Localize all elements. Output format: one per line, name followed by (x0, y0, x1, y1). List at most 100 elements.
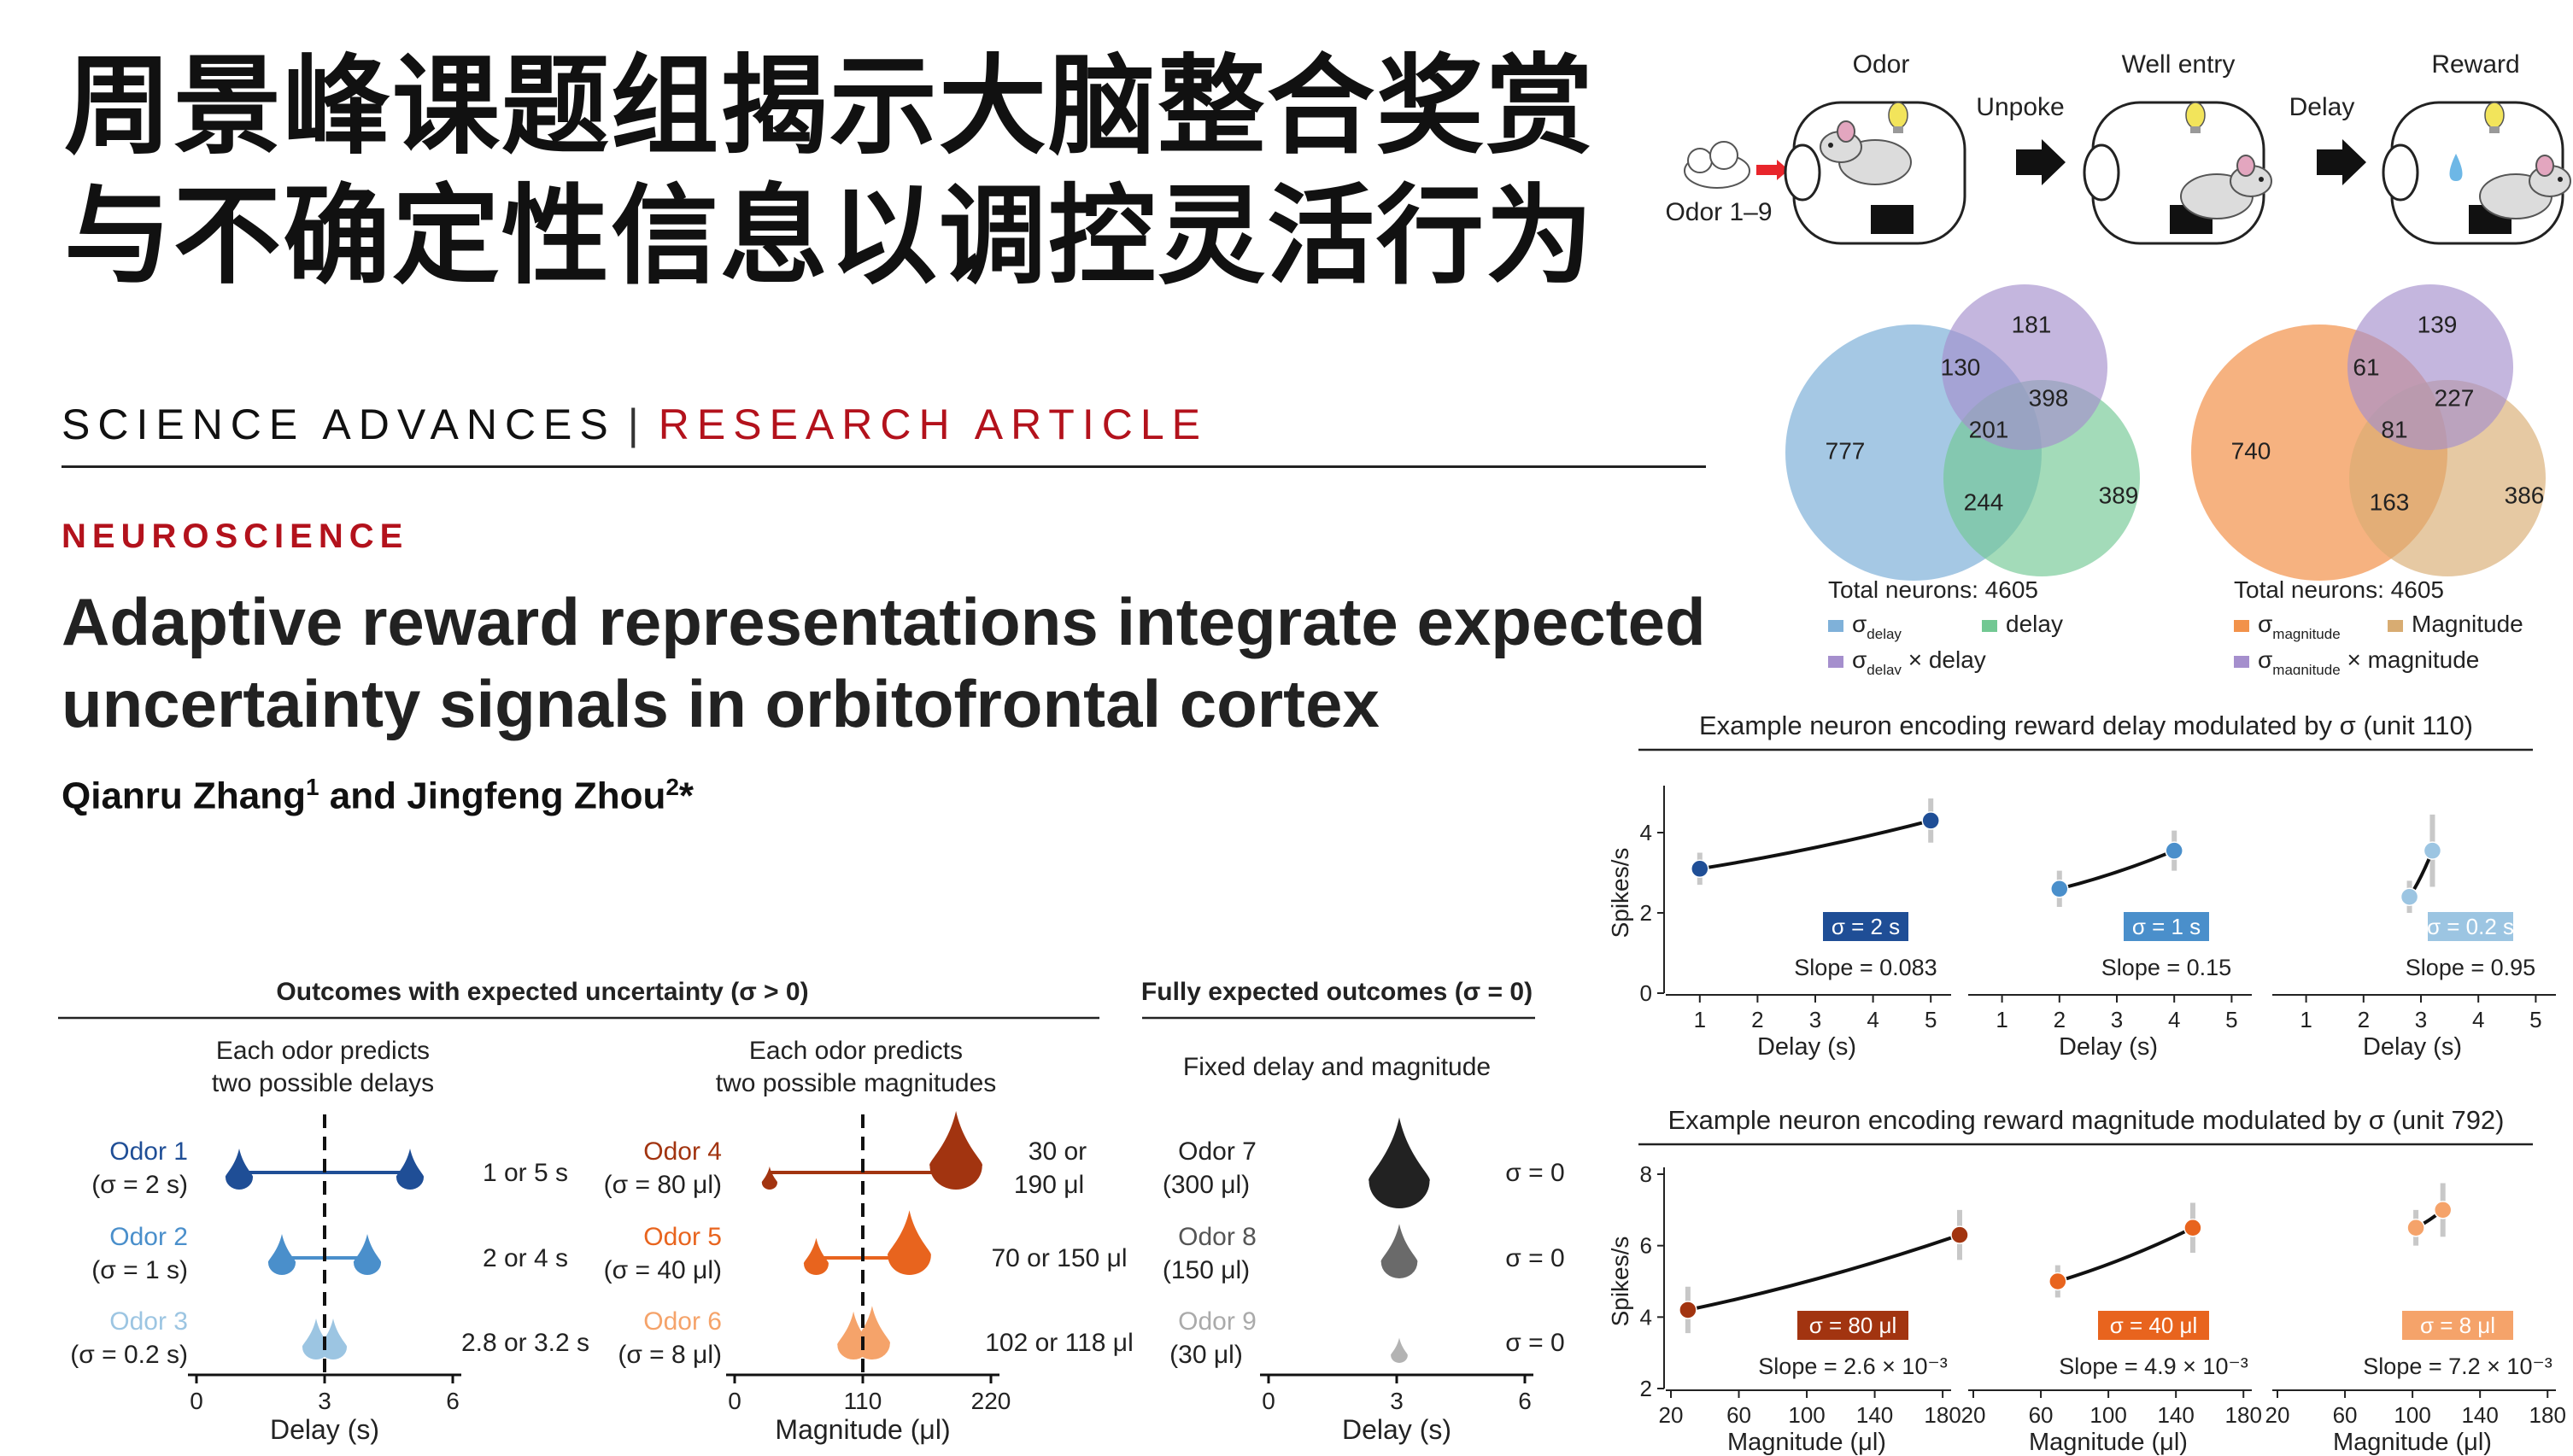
chart-point (2165, 841, 2183, 860)
venn-count-ab: 244 (1964, 488, 2004, 515)
fixed-axis-label: Delay (s) (1342, 1414, 1451, 1445)
fixed-axis-tick-label: 0 (1262, 1388, 1275, 1414)
article-title-line-2: uncertainty signals in orbitofrontal cor… (62, 666, 1380, 741)
chart-y-tick-label: 0 (1640, 980, 1652, 1006)
venn-count-ac: 130 (1941, 354, 1981, 380)
arrow-right-icon (2317, 139, 2366, 185)
chart-point (1921, 811, 1940, 830)
mag-axis-tick-label: 110 (844, 1388, 882, 1414)
venn-set-c (2347, 284, 2513, 450)
author-2-mark: * (678, 775, 695, 817)
schematic-unpoke-label: Unpoke (1976, 93, 2064, 121)
legend-swatch (1828, 620, 1843, 632)
chart-x-label: Magnitude (μl) (2333, 1429, 2492, 1456)
section-label: NEUROSCIENCE (62, 517, 409, 555)
mouse-icon (2479, 155, 2571, 219)
fixed-row-odor: Odor 8 (1178, 1223, 1257, 1251)
chart-x-label: Magnitude (μl) (1727, 1429, 1886, 1456)
chart-y-tick-label: 4 (1640, 820, 1652, 845)
venn-diagram-delay: 777 181 389 130 398 244 201 Total neurons: 4605… (1785, 284, 2140, 675)
chart-point (2400, 887, 2419, 906)
legend-swatch (2234, 620, 2249, 632)
mag-row-outcome: 70 or 150 μl (991, 1244, 1127, 1272)
mag-row-odor: Odor 4 (643, 1137, 722, 1166)
chart-y-tick-label: 2 (1640, 1376, 1652, 1401)
chart-x-tick-label: 140 (1856, 1402, 1893, 1428)
venn-count-ac: 61 (2353, 354, 2379, 380)
author-line: Qianru Zhang1 and Jingfeng Zhou2* (62, 774, 694, 818)
chart-y-tick-label: 2 (1640, 900, 1652, 926)
venn-total-label: Total neurons: 4605 (1828, 576, 2038, 603)
chart-x-label: Delay (s) (2059, 1033, 2158, 1061)
mag-axis-tick-label: 220 (971, 1388, 1011, 1414)
delay-subtitle-1: Each odor predicts (216, 1037, 430, 1065)
chart-slope-label: Slope = 0.95 (2406, 955, 2535, 980)
mag-subtitle-1: Each odor predicts (749, 1037, 963, 1065)
fixed-axis-tick-label: 3 (1390, 1388, 1404, 1414)
chart-fit-line (2059, 849, 2175, 891)
chart-point (1691, 859, 1709, 879)
author-1: Qianru Zhang (62, 775, 306, 817)
schematic-odor-label: Odor (1853, 50, 1910, 79)
legend-swatch (1828, 656, 1843, 668)
chart-x-tick-label: 5 (2529, 1007, 2541, 1032)
article-type: RESEARCH ARTICLE (658, 401, 1208, 448)
chart-sigma-badge (2402, 1311, 2513, 1340)
venn-count-bc: 398 (2029, 384, 2069, 411)
chart-y-tick-label: 8 (1640, 1161, 1652, 1187)
chart-slope-label: Slope = 4.9 × 10⁻³ (2059, 1354, 2248, 1379)
venn-count-bc: 227 (2435, 384, 2475, 411)
fixed-row-volume: (300 μl) (1163, 1171, 1250, 1199)
chart-title: Example neuron encoding reward delay mod… (1699, 710, 2473, 740)
chart-x-tick-label: 3 (2415, 1007, 2427, 1032)
delay-row-outcome: 1 or 5 s (483, 1159, 568, 1187)
chart-magnitude-neuron: Example neuron encoding reward magnitude… (1607, 1105, 2566, 1456)
chart-sigma-label: σ = 8 μl (2420, 1313, 2495, 1338)
arrow-right-icon (2016, 139, 2066, 185)
legend-entry: σmagnitude × magnitude (2258, 646, 2479, 675)
mag-row-odor: Odor 5 (643, 1223, 722, 1251)
chart-x-tick-label: 4 (2168, 1007, 2180, 1032)
schematic-delay-label: Delay (2289, 93, 2355, 121)
venn-set-c (1942, 284, 2107, 450)
chart-x-tick-label: 60 (2333, 1402, 2358, 1428)
venn-count-abc: 201 (1969, 416, 2009, 442)
venn-total-label: Total neurons: 4605 (2234, 576, 2444, 603)
chart-sigma-label: σ = 40 μl (2110, 1313, 2198, 1338)
venn-count-c_only: 139 (2418, 311, 2458, 337)
chart-y-label: Spikes/s (1607, 848, 1633, 939)
chart-slope-label: Slope = 0.083 (1794, 955, 1937, 980)
chart-point (2433, 1201, 2453, 1219)
delay-subtitle-2: two possible delays (212, 1069, 434, 1097)
chart-x-tick-label: 5 (2225, 1007, 2237, 1032)
mag-row-sigma: (σ = 8 μl) (618, 1341, 722, 1369)
chart-slope-label: Slope = 0.15 (2101, 955, 2231, 980)
legend-swatch (1982, 620, 1997, 632)
legend-swatch (2388, 620, 2403, 632)
water-drop-icon (225, 1149, 254, 1190)
chart-sigma-badge (2124, 912, 2209, 941)
water-drop-icon (761, 1166, 778, 1190)
chart-x-tick-label: 100 (2394, 1402, 2430, 1428)
venn-count-a_only: 740 (2231, 437, 2271, 464)
headline-line-1: 周景峰课题组揭示大脑整合奖赏 (64, 44, 1595, 169)
legend-entry: σdelay × delay (1852, 646, 1986, 675)
chart-x-tick-label: 180 (2529, 1402, 2566, 1428)
chart-sigma-label: σ = 2 s (1832, 914, 1900, 939)
delay-row-sigma: (σ = 0.2 s) (70, 1341, 188, 1369)
design-header-uncertain: Outcomes with expected uncertainty (σ > … (276, 978, 808, 1006)
water-drop-icon (929, 1111, 983, 1190)
delay-axis-label: Delay (s) (270, 1414, 379, 1445)
chart-y-tick-label: 6 (1640, 1233, 1652, 1259)
chart-x-label: Magnitude (μl) (2029, 1429, 2188, 1456)
chart-fit-line (2057, 1225, 2194, 1284)
mag-row-odor: Odor 6 (643, 1307, 722, 1336)
chart-x-tick-label: 1 (1694, 1007, 1706, 1032)
water-drop-icon (803, 1237, 829, 1275)
schematic-well-entry-label: Well entry (2122, 50, 2236, 79)
chart-x-tick-label: 100 (1788, 1402, 1825, 1428)
chart-x-tick-label: 3 (2111, 1007, 2123, 1032)
task-schematic: Odor Well entry Reward Unpoke Delay Odor… (1665, 50, 2571, 245)
water-drop-icon (353, 1234, 382, 1275)
chart-point (2050, 880, 2069, 898)
